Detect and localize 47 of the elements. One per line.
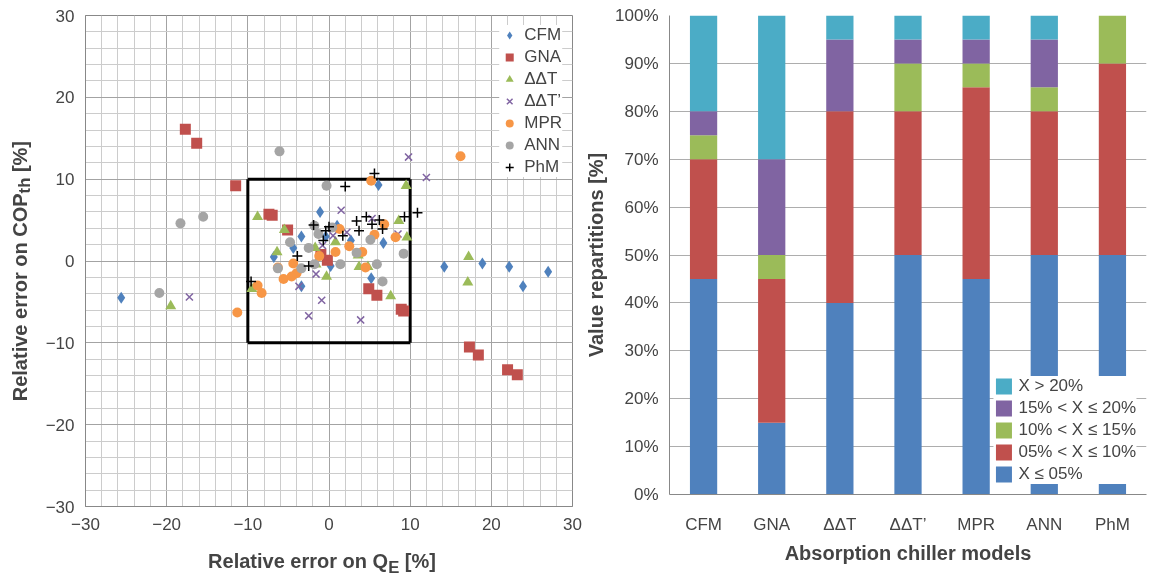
x-tick-label: ΔΔT’ — [889, 514, 927, 534]
x-tick-label: 30 — [563, 514, 582, 534]
y-tick-label: 30 — [55, 6, 75, 26]
legend-label: PhM — [524, 157, 560, 177]
y-tick-label: −20 — [45, 415, 75, 435]
legend-label: MPR — [524, 113, 562, 133]
x-axis-title: Absorption chiller models — [784, 541, 1032, 564]
legend-label: GNA — [524, 47, 562, 67]
y-tick-label: 70% — [624, 149, 659, 169]
y-tick-label: 10% — [624, 437, 659, 457]
legend-label: X ≤ 05% — [1018, 464, 1083, 484]
x-tick-label: 20 — [481, 514, 501, 534]
x-tick-label: 10 — [400, 514, 420, 534]
y-tick-label: 40% — [624, 293, 659, 313]
x-tick-label: PhM — [1094, 514, 1130, 534]
x-tick-label: ANN — [1026, 514, 1063, 534]
x-tick-label: ΔΔT — [823, 514, 857, 534]
y-axis-title: Value repartitions [%] — [585, 152, 608, 358]
x-tick-label: CFM — [685, 514, 722, 534]
y-tick-label: 80% — [624, 101, 659, 121]
legend-label: ANN — [524, 135, 561, 155]
legend-label: ΔΔT’ — [524, 91, 562, 111]
y-tick-label: 10 — [55, 170, 75, 190]
legend-label: CFM — [524, 25, 562, 45]
legend-label: ΔΔT — [524, 69, 558, 89]
legend-label: 05% < X ≤ 10% — [1018, 442, 1136, 462]
legend-label: 15% < X ≤ 20% — [1018, 398, 1136, 418]
y-tick-label: 0 — [65, 252, 75, 271]
x-tick-label: −20 — [152, 514, 182, 534]
legend-label: X > 20% — [1018, 376, 1084, 396]
x-tick-label: MPR — [957, 514, 996, 534]
y-tick-label: 100% — [615, 6, 659, 25]
y-tick-label: 0% — [633, 485, 659, 504]
y-tick-label: 50% — [624, 245, 659, 265]
y-tick-label: −30 — [45, 497, 75, 517]
y-tick-label: 60% — [624, 197, 659, 217]
x-tick-label: −30 — [71, 514, 100, 534]
y-tick-label: 90% — [624, 53, 659, 73]
x-tick-label: GNA — [753, 514, 791, 534]
y-tick-label: 30% — [624, 341, 659, 361]
y-tick-label: 20 — [55, 88, 75, 108]
x-axis-title: Relative error on Q$_{E}$ [%] — [208, 549, 436, 574]
y-tick-label: −10 — [45, 333, 75, 353]
x-tick-label: 0 — [324, 514, 334, 534]
legend-label: 10% < X ≤ 15% — [1018, 420, 1136, 440]
x-tick-label: −10 — [233, 514, 263, 534]
y-tick-label: 20% — [624, 389, 659, 409]
